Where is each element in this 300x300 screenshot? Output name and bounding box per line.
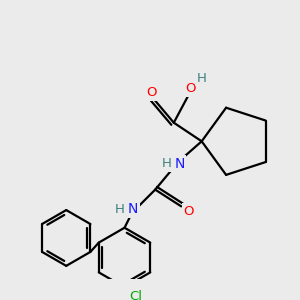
Text: N: N [174, 157, 184, 171]
Text: H: H [115, 203, 125, 216]
Text: H: H [197, 72, 207, 85]
Text: O: O [146, 86, 157, 100]
Text: O: O [185, 82, 196, 95]
Text: Cl: Cl [129, 290, 142, 300]
Text: N: N [128, 202, 138, 216]
Text: H: H [161, 157, 171, 170]
Text: O: O [183, 205, 194, 218]
